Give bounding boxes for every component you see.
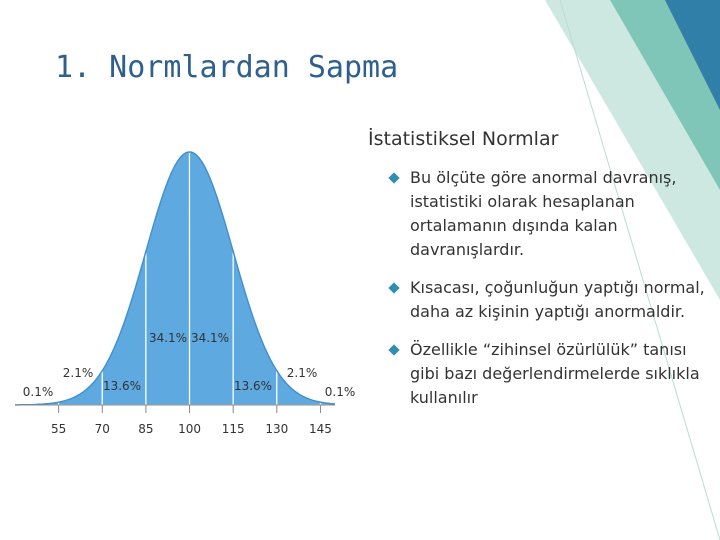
area-segment xyxy=(145,151,191,406)
x-tick-label: 100 xyxy=(178,422,201,436)
x-tick-label: 115 xyxy=(222,422,245,436)
bullet: Bu ölçüte göre anormal davranış, istatis… xyxy=(388,166,708,262)
slide-title: 1. Normlardan Sapma xyxy=(55,50,399,85)
corner-line xyxy=(559,0,720,540)
corner-shape xyxy=(665,0,720,110)
value-label: 34.1% xyxy=(191,331,229,345)
x-tick-label: 85 xyxy=(138,422,153,436)
bullet-list: Bu ölçüte göre anormal davranış, istatis… xyxy=(388,166,708,424)
value-label: 2.1% xyxy=(287,366,318,380)
value-label: 0.1% xyxy=(325,385,356,399)
bullet: Kısacası, çoğunluğun yaptığı normal, dah… xyxy=(388,276,708,324)
bullet: Özellikle “zihinsel özürlülük” tanısı gi… xyxy=(388,338,708,410)
value-label: 13.6% xyxy=(103,379,141,393)
x-tick-label: 145 xyxy=(309,422,332,436)
curve xyxy=(15,151,336,406)
area-segment xyxy=(188,151,234,406)
x-tick-label: 70 xyxy=(95,422,110,436)
value-label: 13.6% xyxy=(234,379,272,393)
x-tick-label: 55 xyxy=(51,422,66,436)
value-label: 0.1% xyxy=(23,385,54,399)
value-label: 34.1% xyxy=(149,331,187,345)
x-tick-label: 130 xyxy=(265,422,288,436)
value-label: 2.1% xyxy=(63,366,94,380)
subtitle: İstatistiksel Normlar xyxy=(368,128,559,150)
